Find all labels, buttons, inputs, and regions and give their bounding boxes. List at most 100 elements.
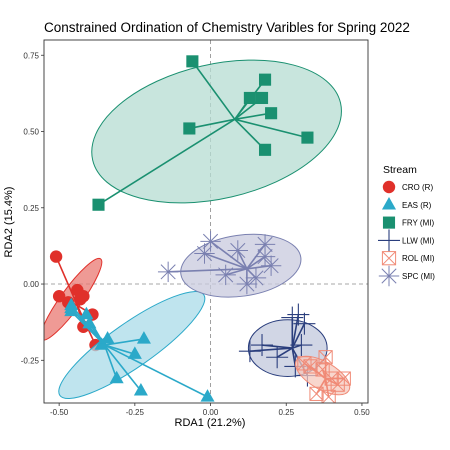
series-spc-point-9 [245,267,267,289]
series-llw-point-2 [293,312,316,335]
series-spc-point-7 [227,240,248,261]
series-rol-point-6-d2 [324,371,339,386]
series-eas-spider-6 [104,344,136,355]
series-rol-point-2 [318,350,333,365]
series-fry-spider-8 [98,118,236,206]
series-spc-point-2-ray-3 [218,267,234,283]
legend-item-fry-key [382,216,396,229]
series-eas-point-7-triangle [136,331,151,344]
series-fry-point-5-square [265,107,278,120]
series-fry-point-3-square [255,91,269,105]
series-eas-point-6-triangle [127,346,142,359]
series-eas-point-2 [79,306,94,320]
series-rol-spider-4 [324,378,330,398]
legend-item-llw-key [378,229,400,252]
x-tick-label-2: 0.00 [203,408,219,417]
series-fry-point-8 [92,198,105,211]
legend-item-cro-label: CRO (R) [402,183,433,192]
legend-item-cro-key [382,180,396,194]
series-eas-point-5-triangle [109,370,124,384]
y-tick-label-1: 0.00 [23,280,39,289]
series-rol-point-5-box [309,386,324,401]
legend-item-eas-key-triangle [381,197,397,210]
series-fry-point-5 [265,107,278,120]
series-eas-point-4-triangle [100,331,115,344]
series-spc-point-0-ray-3 [202,233,219,249]
series-rol-point-8-d2 [336,371,351,386]
legend-item-llw: LLW (MI) [378,229,435,252]
series-rol-point-4-d2 [321,389,336,403]
series-fry-point-4 [258,73,272,86]
series-fry-spider-5 [234,112,272,121]
series-llw-spider-1 [291,314,300,349]
series-eas-spider-10 [103,344,142,392]
series-rol-point-2-d2 [318,350,333,365]
legend-item-eas: EAS (R) [381,197,432,210]
legend-item-cro-key-circle [382,180,396,194]
series-cro-point-0-circle [49,250,63,263]
series-fry-point-2-square [243,91,256,105]
series-eas-point-9 [82,315,97,329]
series-spc-spider-2 [225,268,248,276]
series-eas-point-7 [136,331,151,344]
y-tick-label-0: -0.25 [21,356,40,365]
series-fry-point-8-square [92,198,105,211]
series-fry-point-6-square [258,143,272,156]
series-rol-point-1-box [303,359,318,374]
legend-item-llw-label: LLW (MI) [402,236,435,245]
series-spc-point-5 [260,255,282,276]
series-spc-spider-7 [237,250,248,270]
series-fry-spider-0 [191,60,236,120]
series-spc-spider-0 [210,240,248,270]
series-rol-spider-5 [315,378,327,395]
plot-area [44,40,368,403]
series-fry-point-7-square [301,131,314,144]
series-rol-point-0-d2 [297,356,312,371]
series-rol-point-4-box [321,389,336,403]
series-spc-point-6 [236,273,258,295]
series-spc [157,231,302,298]
series-fry-point-6 [258,143,272,156]
series-eas-spider-7 [104,338,145,346]
series-eas-ellipse [58,291,206,400]
series-llw-spider-2 [291,323,306,349]
series-rol-point-8 [336,371,351,386]
legend-item-eas-label: EAS (R) [402,201,432,210]
series-cro-point-1 [52,290,66,303]
legend-title: Stream [383,164,417,176]
series-eas-point-11-triangle [200,389,215,402]
series-spc-point-9-ray-3 [248,270,264,286]
x-tick-label-4: 0.50 [354,408,370,417]
series-spc-point-7-ray-3 [230,242,246,259]
series-rol-point-6-box [324,371,339,386]
series-eas-point-8-triangle [64,300,79,314]
y-tick-label-3: 0.50 [23,128,39,137]
series-eas-point-5 [109,370,124,384]
legend-item-rol-key-box [381,251,397,266]
series-spc-point-3 [254,246,276,267]
series-cro-point-4-circle [77,290,90,303]
series-cro-point-1-circle [52,290,66,303]
x-tick-label-1: -0.25 [126,408,145,417]
series-eas-point-9-triangle [82,315,97,329]
legend-item-spc-label: SPC (MI) [402,272,435,281]
series-eas-point-11 [200,389,215,402]
series-eas-point-10 [133,382,148,396]
series-fry-point-4-square [258,73,272,86]
legend-item-spc: SPC (MI) [378,265,435,287]
legend-item-cro: CRO (R) [382,180,433,194]
series-spc-spider-3 [246,255,266,270]
series-rol-point-4 [321,389,336,403]
series-rol-spider-3 [325,377,339,386]
series-fry-point-7 [301,131,314,144]
series-spc-point-0 [200,231,221,252]
series-rol-point-8-box [336,371,351,386]
legend-item-rol-key [381,251,397,266]
legend-item-rol-key-d2 [382,251,396,266]
series-fry-point-0 [186,55,199,68]
legend-item-fry: FRY (MI) [382,216,434,229]
plot-inner [44,40,368,403]
y-axis-title: RDA2 (15.4%) [3,187,15,258]
series-cro-point-4 [77,290,90,303]
series-rol-point-1-d2 [303,359,318,374]
